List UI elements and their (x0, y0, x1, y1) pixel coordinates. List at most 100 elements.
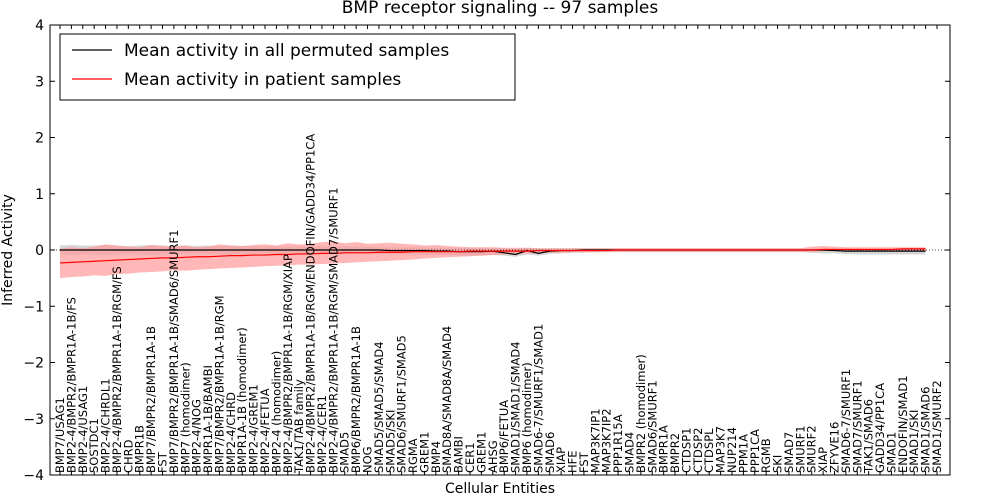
y-tick-label: −2 (23, 356, 44, 372)
category-label: MAP3K7 (714, 426, 728, 473)
category-label: NOG (361, 446, 375, 473)
x-axis-label: Cellular Entities (445, 481, 555, 497)
y-tick-label: 3 (35, 74, 44, 90)
category-label: FST (577, 451, 591, 473)
y-tick-label: 1 (35, 187, 44, 203)
category-label: GADD34/PP1CA (873, 383, 887, 473)
category-label: PPM1A (736, 434, 750, 473)
y-tick-label: 0 (35, 243, 44, 259)
category-label: BMPR2 (homodimer) (634, 354, 648, 473)
series-1-band (60, 241, 926, 279)
category-label: SMAD6/SMURF1 (645, 380, 659, 473)
y-tick-label: 4 (35, 18, 44, 34)
category-label: SMAD6-7/SMURF1/SMAD1 (531, 324, 545, 473)
category-label: BMP2-4/CHRDL1 (99, 378, 113, 473)
y-tick-label: −4 (23, 468, 44, 484)
legend-label-1: Mean activity in patient samples (124, 70, 401, 90)
category-label: GREM1 (474, 432, 488, 473)
category-label: BMPR1A-1B (homodimer) (235, 327, 249, 473)
category-label: BMP2-4/CER1 (315, 395, 329, 473)
category-label: SMAD1/SMAD1/SMAD4 (509, 341, 523, 473)
category-label: SMAD6 (543, 432, 557, 473)
category-label: CHRD (121, 439, 135, 473)
category-label: PPP1R15A (611, 414, 625, 473)
legend-label-0: Mean activity in all permuted samples (124, 41, 449, 61)
category-label: SOSTDC1 (87, 418, 101, 473)
category-label: BMP2-4/BMPR2/BMPR1A-1B/FS (64, 297, 78, 473)
category-label: SMAD5/SKI (383, 410, 397, 473)
category-label: MAP3K7IP1 (588, 408, 602, 473)
category-label: BMPR2 (668, 433, 682, 473)
category-label: SMAD1 (884, 432, 898, 473)
y-tick-label: −1 (23, 299, 44, 315)
category-label: NUP214 (725, 427, 739, 473)
category-label: BMP7/BMPR2/BMPR1A-1B (144, 326, 158, 473)
category-label: CER1 (463, 442, 477, 473)
chart-title: BMP receptor signaling -- 97 samples (342, 0, 659, 18)
legend-box (59, 33, 516, 101)
category-label: SMAD7 (782, 432, 796, 473)
category-label: BAMBI (452, 436, 466, 473)
category-label: SMAD5 (338, 432, 352, 473)
confidence-bands (50, 241, 950, 279)
category-label: BMP2-4/BMPR2/BMPR1A-1B/RGM/SMAD7/SMURF1 (326, 187, 340, 473)
category-label: SMAD1/SMURF2 (930, 380, 944, 473)
y-tick-label: −3 (23, 412, 44, 428)
category-label: BMPR1B (133, 425, 147, 473)
category-label: SMAD8A/SMAD8A/SMAD4 (440, 326, 454, 473)
category-label: BMP2-4/NOG (190, 399, 204, 473)
category-label: BMP7/USAG1 (53, 397, 67, 473)
category-label: BMP6 (homodimer) (520, 362, 534, 473)
category-label: SMAD7/SMURF1 (850, 380, 864, 473)
category-label: RGMB (759, 438, 773, 473)
category-label: AHSG (486, 440, 500, 473)
legend: Mean activity in all permuted samples Mea… (59, 33, 516, 101)
y-axis-label: Inferred Activity (0, 194, 16, 306)
category-label: BMP2-4/USAG1 (76, 386, 90, 473)
category-label: SMAD1/SKI (907, 410, 921, 473)
category-label: CTDSP1 (679, 428, 693, 473)
category-labels: BMP7/USAG1BMP2-4/BMPR2/BMPR1A-1B/FSBMP2-… (53, 134, 944, 474)
category-label: SMAD6/SMURF1/SMAD5 (395, 335, 409, 473)
category-label: BMPR1A (657, 425, 671, 473)
category-label: CTDSPL (702, 428, 716, 473)
category-label: BMP6/FETUA (497, 400, 511, 473)
category-label: CTDSP2 (691, 428, 705, 473)
category-label: MAP3K7IP2 (600, 408, 614, 473)
category-label: BMP2-4/GREM1 (247, 384, 261, 473)
category-label: BMP2-4 (homodimer) (269, 351, 283, 473)
category-label: BMP7 (homodimer) (178, 362, 192, 473)
category-label: TAK1/TAB family (292, 379, 306, 474)
y-tick-label: 2 (35, 131, 44, 147)
category-label: FST (156, 451, 170, 473)
category-label: XIAP (816, 447, 830, 473)
category-label: SMAD4 (622, 432, 636, 473)
category-label: HFE (566, 450, 580, 473)
category-label: SMURF1 (793, 425, 807, 473)
axes: −4 −3 −2 −1 0 1 2 3 4 (23, 18, 951, 484)
category-label: RGMA (406, 438, 420, 473)
category-label: BMP2-4/FETUA (258, 388, 272, 473)
category-label: BMP7/BMPR2/BMPR1A-1B/SMAD6/SMURF1 (167, 230, 181, 473)
category-label: TAK1/SMAD6 (862, 399, 876, 474)
series-lines (59, 248, 926, 264)
category-label: SKI (771, 455, 785, 473)
category-label: PPP1CA (748, 429, 762, 473)
category-label: BMP7/BMPR2/BMPR1A-1B/RGM (212, 295, 226, 473)
category-label: BMP6/BMPR2/BMPR1A-1B (349, 326, 363, 473)
category-label: BMPR1A-1B/BAMBI (201, 365, 215, 473)
category-label: BMP2-4/BMPR2/BMPR1A-1B/RGM/ENDOFIN/GADD3… (304, 134, 318, 473)
category-label: XIAP (554, 447, 568, 473)
series-1-line (59, 248, 926, 264)
category-label: BMP2-4/BMPR2/BMPR1A-1B/RGM/XIAP (281, 254, 295, 473)
category-label: SMAD5/SMAD5/SMAD4 (372, 341, 386, 473)
category-label: BMP4 (429, 441, 443, 473)
category-label: BMP2-4/BMPR2/BMPR1A-1B/RGM/FS (110, 266, 124, 473)
category-label: ENDOFIN/SMAD1 (896, 375, 910, 473)
category-label: GREM1 (417, 432, 431, 473)
category-label: ZFYVE16 (827, 422, 841, 473)
category-label: SMAD6-7/SMURF1 (839, 369, 853, 473)
category-label: SMAD1/SMAD6 (919, 387, 933, 473)
